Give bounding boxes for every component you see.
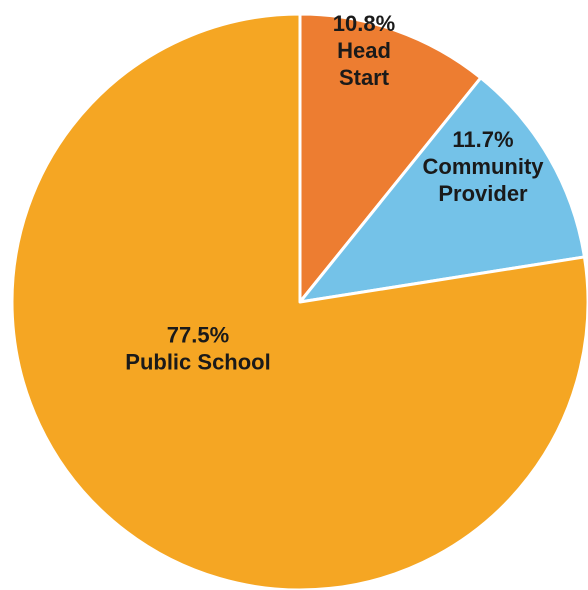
slice-category-label: Public School [125,350,270,375]
slice-percent-label: 10.8% [333,11,395,36]
pie-slices [10,12,588,590]
pie-slice-community-provider [298,76,586,304]
pie-slice-head-start [298,12,483,304]
slice-category-label: Start [339,65,390,90]
pie-slice-label: 10.8% Head Start [333,11,395,90]
pie-labels: 10.8% Head Start 11.7% Community Provider 77.5… [125,11,544,375]
slice-category-label: Head [337,38,391,63]
slice-percent-label: 77.5% [167,323,229,348]
slice-percent-label: 11.7% [452,127,513,152]
slice-category-label: Community [423,154,545,179]
pie-slice-label: 11.7% Community Provider [423,127,545,206]
pie-slice-public-school [10,12,588,590]
pie-slice-label: 77.5% Public School [125,323,270,375]
slice-category-label: Provider [438,181,528,206]
